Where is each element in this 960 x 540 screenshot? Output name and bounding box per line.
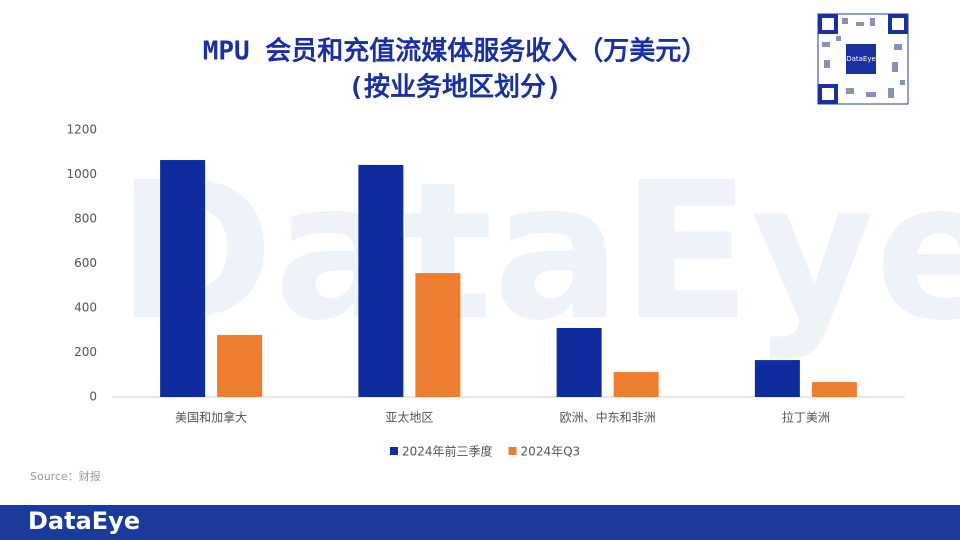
legend-swatch [508,447,517,455]
y-tick-label: 1200 [66,123,97,137]
bar [754,360,800,397]
bar [358,164,404,397]
bar [811,382,857,397]
bar [613,372,659,397]
source: Source：财报 [30,469,101,483]
y-tick-label: 800 [74,212,97,226]
footer-logo: DataEye [28,507,140,535]
y-tick-label: 1000 [66,167,97,181]
x-tick-label: 欧洲、中东和非洲 [560,410,656,425]
legend-label: 2024年Q3 [521,445,581,459]
chart-title: MPU 会员和充值流媒体服务收入（万美元） [203,36,708,67]
y-tick-label: 0 [89,390,97,404]
chart-subtitle: (按业务地区划分) [348,72,561,103]
bar [217,334,263,397]
y-tick-label: 600 [74,256,97,270]
bar [415,273,461,397]
legend-label: 2024年前三季度 [402,444,493,459]
bar [160,160,206,397]
qr-label: DataEye [846,55,876,63]
bar [556,328,602,397]
x-tick-label: 美国和加拿大 [175,410,247,425]
watermark: DataEye [116,141,960,362]
qr-code: DataEye [817,13,909,105]
x-tick-label: 拉丁美洲 [782,410,830,425]
y-tick-label: 400 [74,301,97,315]
x-tick-label: 亚太地区 [385,410,433,425]
legend-swatch [390,447,398,455]
footer-bar [0,505,960,540]
y-tick-label: 200 [74,345,97,359]
